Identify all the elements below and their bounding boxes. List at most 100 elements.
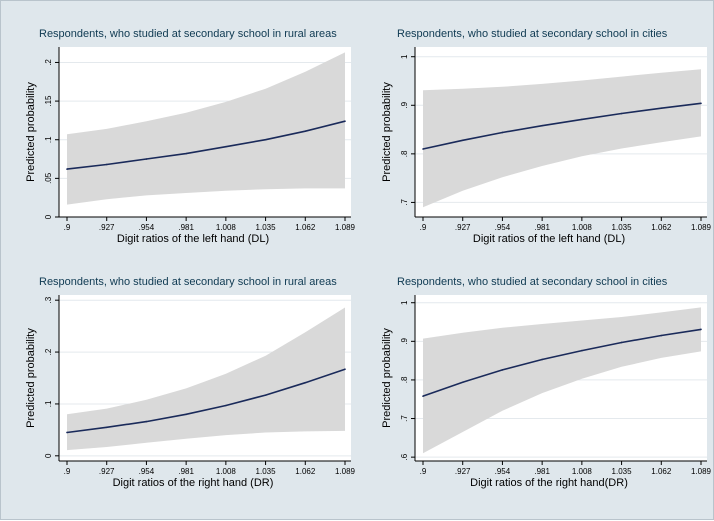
data-point	[185, 413, 187, 416]
panel-title: Respondents, who studied at secondary sc…	[39, 276, 337, 288]
x-tick-label: .927	[455, 467, 471, 476]
x-tick-label: 1.089	[335, 223, 356, 232]
x-tick-label: 1.008	[572, 223, 593, 232]
x-tick-label: .981	[534, 223, 550, 232]
x-tick-label: 1.008	[216, 223, 237, 232]
data-point	[501, 131, 504, 134]
chart-panel-3: 0 .1 .2 .3 .9 .927 .954 .981 1.008 1.035 1.062 1.08…	[25, 295, 356, 489]
panel-title: Respondents, who studied at secondary sc…	[39, 28, 337, 40]
y-tick-label: .9	[400, 101, 409, 108]
x-tick-label: .9	[420, 467, 427, 476]
y-axis-label: Predicted probability	[381, 328, 393, 428]
x-tick-label: 1.062	[295, 223, 316, 232]
y-tick-label: 1	[400, 54, 409, 59]
data-point	[304, 381, 307, 384]
chart-panel-1: 0 .05 .1 .15 .2 .9 .927 .954 .981 1.008 1.035 1.062…	[25, 47, 356, 245]
y-tick-label: .8	[400, 150, 409, 157]
confidence-band	[67, 307, 345, 451]
y-tick-label: .2	[44, 59, 53, 66]
data-point	[185, 152, 187, 155]
series-line	[422, 102, 702, 150]
x-tick-label: 1.008	[572, 467, 593, 476]
data-point	[700, 102, 702, 105]
x-tick-label: 1.089	[691, 223, 712, 232]
x-tick-label: .927	[455, 223, 471, 232]
x-tick-label: .981	[534, 467, 550, 476]
series-line	[422, 328, 702, 397]
confidence-band	[423, 69, 701, 208]
y-tick-label: .1	[44, 400, 53, 407]
series-line	[66, 120, 346, 170]
data-point	[620, 112, 623, 115]
data-point	[501, 369, 504, 371]
y-tick-label: .15	[44, 95, 53, 107]
y-tick-label: .7	[400, 199, 409, 206]
x-axis-label: Digit ratios of the right hand(DR)	[470, 477, 628, 489]
y-tick-label: .2	[44, 348, 53, 355]
x-tick-label: .954	[139, 467, 155, 476]
panel-title: Respondents, who studied at secondary sc…	[397, 28, 668, 40]
x-tick-label: .9	[64, 223, 71, 232]
data-point	[66, 431, 68, 434]
x-tick-label: .9	[420, 223, 427, 232]
data-point	[700, 328, 702, 331]
x-axis-label: Digit ratios of the right hand (DR)	[113, 477, 274, 489]
x-tick-label: 1.089	[335, 467, 356, 476]
y-axis-label: Predicted probability	[25, 328, 37, 428]
y-tick-label: .05	[44, 172, 53, 184]
x-tick-label: .981	[178, 467, 194, 476]
y-axis-label: Predicted probability	[25, 82, 37, 182]
chart-panel-4: .6 .7 .8 .9 1 .9 .927 .954 .981 1.008 1.035 1.062 1.…	[381, 295, 712, 489]
data-point	[145, 158, 148, 160]
x-tick-label: 1.008	[216, 467, 237, 476]
confidence-band	[67, 52, 345, 205]
x-tick-label: 1.062	[651, 223, 672, 232]
data-point	[105, 426, 108, 429]
x-tick-label: .927	[99, 467, 115, 476]
y-tick-label: 1	[400, 300, 409, 305]
data-point	[344, 120, 346, 122]
data-point	[264, 138, 267, 141]
data-point	[461, 381, 464, 384]
data-point	[660, 334, 663, 337]
data-point	[581, 349, 583, 352]
data-point	[541, 358, 543, 361]
y-tick-label: .9	[400, 337, 409, 344]
y-tick-label: .7	[400, 415, 409, 422]
y-tick-label: 0	[44, 214, 53, 219]
panel-title: Respondents, who studied at secondary sc…	[397, 276, 668, 288]
data-point	[422, 148, 424, 150]
data-point	[304, 130, 307, 133]
x-tick-label: .981	[178, 223, 194, 232]
x-tick-label: .927	[99, 223, 115, 232]
x-tick-label: .954	[495, 467, 511, 476]
y-axis-label: Predicted probability	[381, 82, 393, 182]
series-line	[66, 368, 346, 434]
x-tick-label: 1.035	[256, 467, 277, 476]
y-tick-label: .1	[44, 136, 53, 143]
x-tick-label: 1.089	[691, 467, 712, 476]
data-point	[422, 395, 424, 397]
x-axis-label: Digit ratios of the left hand (DL)	[473, 233, 625, 245]
x-axis-label: Digit ratios of the left hand (DL)	[117, 233, 269, 245]
data-point	[581, 118, 583, 121]
data-point	[225, 145, 227, 148]
confidence-band	[423, 307, 701, 454]
x-tick-label: 1.062	[651, 467, 672, 476]
data-point	[344, 368, 346, 370]
data-point	[461, 139, 464, 142]
x-tick-label: 1.035	[612, 223, 633, 232]
x-tick-label: 1.035	[612, 467, 633, 476]
x-tick-label: .954	[139, 223, 155, 232]
y-tick-label: .3	[44, 296, 53, 303]
x-tick-label: 1.062	[295, 467, 316, 476]
x-tick-label: .9	[64, 467, 71, 476]
chart-panel-2: .7 .8 .9 1 .9 .927 .954 .981 1.008 1.035 1.062 1.08…	[381, 47, 712, 245]
x-tick-label: .954	[495, 223, 511, 232]
data-point	[620, 341, 623, 344]
y-tick-label: 0	[44, 453, 53, 458]
y-tick-label: .8	[400, 376, 409, 383]
y-tick-label: .6	[400, 453, 409, 460]
data-point	[264, 394, 267, 396]
